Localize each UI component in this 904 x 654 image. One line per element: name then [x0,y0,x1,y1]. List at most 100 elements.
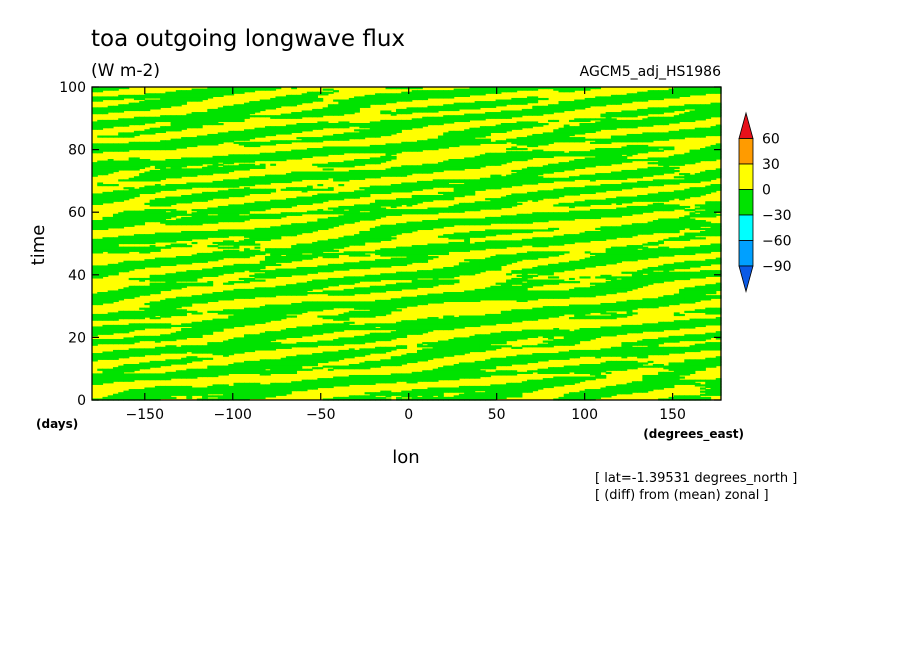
field-cell-negative [165,209,172,212]
field-cell-negative [705,173,712,176]
field-cell-negative [249,108,256,112]
field-cell-negative [506,138,512,141]
field-cell-negative [380,133,387,137]
field-cell-negative [359,177,366,180]
field-cell-negative [275,177,282,180]
field-cell-negative [600,201,607,204]
field-cell-negative [170,202,177,205]
field-cell-negative [684,180,691,184]
field-cell-negative [359,133,366,137]
field-cell-negative [689,158,696,162]
field-cell-negative [306,127,313,130]
field-cell-negative [464,141,470,144]
field-cell-negative [348,163,355,166]
field-cell-negative [380,148,387,151]
field-cell-negative [369,176,376,179]
field-cell-negative [97,165,104,168]
field-cell-negative [238,166,245,169]
field-cell-negative [437,105,444,108]
field-cell-negative [160,210,166,213]
field-cell-negative [380,169,387,173]
field-cell-negative [249,143,256,146]
field-cell-negative [453,158,460,162]
field-cell-negative [443,193,450,196]
field-cell-negative [296,115,303,118]
field-cell-negative [123,124,130,127]
field-cell-negative [107,165,114,168]
field-cell-negative [244,191,250,195]
field-cell-negative [689,129,696,132]
field-cell-negative [568,168,575,171]
field-cell-negative [401,119,408,123]
field-cell-negative [170,102,177,105]
field-cell-negative [165,160,172,163]
field-cell-negative [217,107,224,110]
field-cell-negative [506,160,512,163]
field-cell-negative [233,191,240,195]
field-cell-negative [139,97,146,101]
field-cell-negative [658,93,664,96]
field-cell-negative [306,185,313,188]
field-cell-negative [338,162,345,165]
field-cell-negative [469,130,476,133]
field-cell-negative [396,199,402,202]
field-cell-negative [123,108,130,112]
field-cell-negative [118,87,125,90]
field-cell-negative [443,160,450,163]
field-cell-negative [595,141,602,144]
field-cell-negative [343,165,350,168]
field-cell-negative [527,196,533,199]
field-cell-negative [133,102,140,105]
field-cell-negative [92,96,98,99]
field-cell-negative [416,188,423,191]
field-cell-negative [432,146,439,149]
field-cell-negative [207,91,214,94]
field-cell-negative [448,160,455,163]
field-cell-negative [631,121,638,124]
field-cell-negative [202,193,208,196]
field-cell-negative [259,177,266,180]
field-cell-negative [390,94,397,97]
field-cell-negative [642,99,649,102]
field-cell-negative [343,135,350,138]
field-cell-negative [663,108,670,112]
field-cell-negative [348,99,355,102]
field-cell-negative [495,124,502,127]
field-cell-negative [259,209,266,212]
field-cell-negative [285,113,292,116]
field-cell-negative [658,191,664,195]
field-cell-negative [312,151,318,154]
field-cell-negative [280,141,287,144]
field-cell-negative [369,169,376,173]
field-cell-negative [380,202,387,205]
field-cell-negative [285,157,292,160]
field-cell-negative [616,209,623,212]
field-cell-negative [107,198,114,201]
field-cell-negative [238,194,245,198]
field-cell-negative [317,154,324,157]
field-cell-negative [333,152,339,155]
field-cell-negative [579,140,586,143]
field-cell-negative [133,97,140,101]
field-cell-negative [621,169,628,173]
field-cell-negative [118,94,125,97]
field-cell-negative [610,209,617,212]
field-cell-negative [469,162,476,165]
field-cell-negative [595,123,602,126]
field-cell-negative [595,118,602,121]
field-cell-negative [254,207,261,210]
field-cell-negative [485,90,491,93]
field-cell-negative [684,188,691,191]
field-cell-negative [453,108,460,112]
field-cell-negative [579,190,586,193]
field-cell-negative [364,187,371,190]
field-cell-negative [490,115,497,118]
field-cell-negative [364,212,371,215]
field-cell-negative [348,133,355,137]
field-cell-negative [133,146,140,149]
field-cell-negative [327,124,334,127]
field-cell-negative [238,184,245,187]
field-cell-negative [348,112,355,115]
field-cell-negative [600,104,607,107]
field-cell-negative [427,194,434,198]
